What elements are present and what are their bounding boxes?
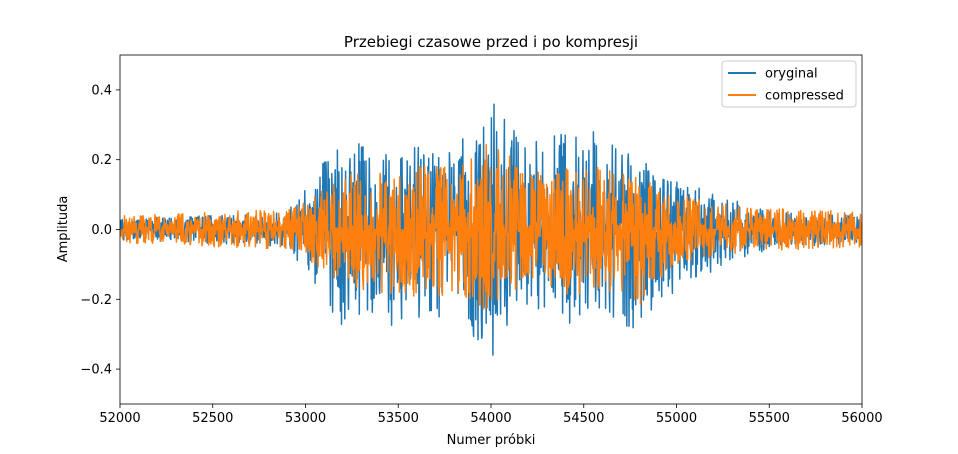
series-line-compressed — [120, 143, 862, 310]
y-tick-label: 0.4 — [91, 83, 112, 98]
x-tick-label: 55500 — [749, 411, 790, 426]
x-tick-label: 53000 — [285, 411, 326, 426]
x-tick-label: 54500 — [563, 411, 604, 426]
legend-label-compressed: compressed — [765, 89, 844, 104]
chart-title: Przebiegi czasowe przed i po kompresji — [344, 33, 638, 51]
x-tick-label: 55000 — [656, 411, 697, 426]
x-tick-label: 52500 — [192, 411, 233, 426]
x-tick-label: 56000 — [841, 411, 882, 426]
y-axis-label: Amplituda — [56, 196, 71, 263]
y-tick-label: 0.2 — [91, 153, 112, 168]
x-tick-label: 54000 — [470, 411, 511, 426]
x-tick-label: 53500 — [378, 411, 419, 426]
axes: 52000 52500 53000 53500 54000 54500 55000 55500… — [80, 54, 883, 426]
y-tick-label: 0.0 — [91, 223, 112, 238]
y-tick-label: −0.4 — [80, 363, 112, 378]
x-tick-label: 52000 — [99, 411, 140, 426]
plot-series — [120, 103, 862, 356]
legend-label-oryginal: oryginal — [765, 67, 818, 82]
y-tick-label: −0.2 — [80, 293, 112, 308]
legend: oryginal compressed — [721, 60, 857, 108]
x-axis-label: Numer próbki — [447, 433, 536, 448]
